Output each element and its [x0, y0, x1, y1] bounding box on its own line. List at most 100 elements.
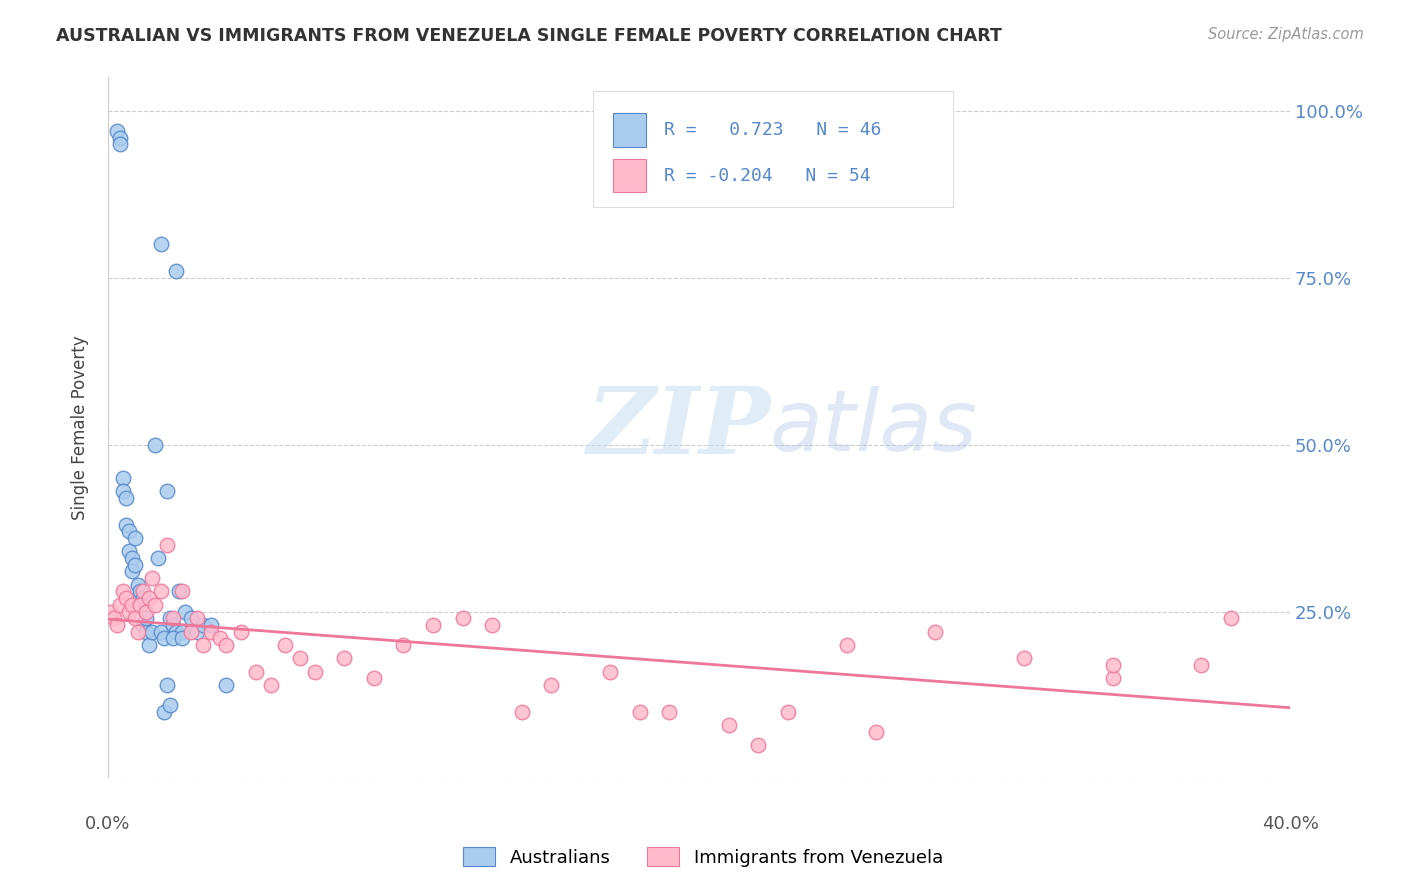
Point: [209, 632, 232, 646]
Point: [835, 638, 858, 652]
Point: [124, 558, 146, 572]
Point: [100, 605, 122, 619]
Point: [167, 584, 190, 599]
Point: [215, 638, 238, 652]
Point: [108, 130, 131, 145]
Point: [173, 605, 195, 619]
Point: [510, 705, 533, 719]
Point: [162, 618, 184, 632]
Text: 0.0%: 0.0%: [86, 815, 131, 833]
Point: [150, 584, 173, 599]
Point: [165, 624, 187, 639]
Point: [156, 538, 179, 552]
Point: [138, 638, 160, 652]
Point: [865, 724, 887, 739]
Point: [153, 632, 176, 646]
Point: [143, 598, 166, 612]
Point: [180, 624, 202, 639]
Point: [186, 611, 208, 625]
Point: [165, 264, 187, 278]
FancyBboxPatch shape: [613, 113, 645, 147]
Point: [215, 678, 238, 692]
Point: [150, 237, 173, 252]
Point: [127, 624, 149, 639]
Point: [129, 598, 152, 612]
Point: [1012, 651, 1035, 665]
Point: [274, 638, 297, 652]
Point: [153, 705, 176, 719]
Text: R = -0.204   N = 54: R = -0.204 N = 54: [664, 167, 870, 185]
Point: [304, 665, 326, 679]
Point: [108, 137, 131, 152]
Point: [245, 665, 267, 679]
Point: [170, 624, 193, 639]
Point: [121, 598, 143, 612]
Point: [288, 651, 311, 665]
Point: [1189, 657, 1212, 672]
Text: AUSTRALIAN VS IMMIGRANTS FROM VENEZUELA SINGLE FEMALE POVERTY CORRELATION CHART: AUSTRALIAN VS IMMIGRANTS FROM VENEZUELA …: [56, 27, 1002, 45]
Point: [105, 124, 128, 138]
Point: [156, 484, 179, 499]
Point: [124, 611, 146, 625]
Point: [333, 651, 356, 665]
Point: [162, 632, 184, 646]
FancyBboxPatch shape: [592, 92, 953, 207]
Point: [259, 678, 281, 692]
Point: [132, 618, 155, 632]
Point: [111, 471, 134, 485]
Point: [191, 638, 214, 652]
Point: [1219, 611, 1241, 625]
Point: [118, 544, 141, 558]
Point: [138, 591, 160, 606]
Text: ZIP: ZIP: [586, 383, 770, 473]
Point: [114, 517, 136, 532]
Point: [159, 698, 181, 712]
Point: [170, 632, 193, 646]
Text: 40.0%: 40.0%: [1261, 815, 1319, 833]
Point: [658, 705, 681, 719]
Point: [135, 624, 157, 639]
Point: [118, 524, 141, 539]
Point: [162, 611, 184, 625]
Point: [121, 565, 143, 579]
Point: [180, 611, 202, 625]
Point: [132, 584, 155, 599]
Point: [363, 671, 385, 685]
Y-axis label: Single Female Poverty: Single Female Poverty: [72, 335, 89, 520]
Point: [129, 598, 152, 612]
Point: [141, 571, 163, 585]
Point: [132, 591, 155, 606]
Point: [481, 618, 503, 632]
Point: [135, 605, 157, 619]
Point: [170, 584, 193, 599]
Point: [141, 624, 163, 639]
Point: [747, 738, 769, 752]
Point: [135, 611, 157, 625]
Point: [1101, 671, 1123, 685]
Point: [191, 618, 214, 632]
Point: [186, 624, 208, 639]
Point: [124, 531, 146, 545]
Point: [159, 611, 181, 625]
Point: [148, 551, 170, 566]
Point: [114, 591, 136, 606]
Point: [628, 705, 651, 719]
Legend: Australians, Immigrants from Venezuela: Australians, Immigrants from Venezuela: [456, 840, 950, 874]
Point: [150, 624, 173, 639]
Point: [118, 605, 141, 619]
Point: [599, 665, 621, 679]
Point: [127, 578, 149, 592]
Point: [1101, 657, 1123, 672]
Point: [111, 584, 134, 599]
Point: [111, 484, 134, 499]
Point: [200, 618, 222, 632]
Point: [121, 551, 143, 566]
Point: [127, 591, 149, 606]
Point: [114, 491, 136, 505]
Point: [108, 598, 131, 612]
Point: [717, 718, 740, 732]
Point: [540, 678, 562, 692]
Point: [392, 638, 415, 652]
Point: [451, 611, 474, 625]
Point: [105, 618, 128, 632]
